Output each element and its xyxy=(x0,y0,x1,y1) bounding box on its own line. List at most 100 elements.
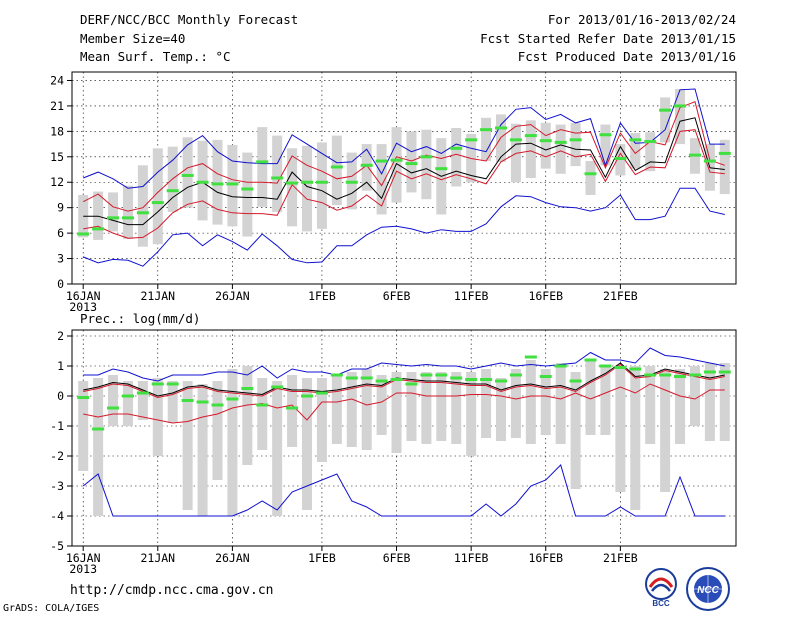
prec-ytick-label: 2 xyxy=(57,329,64,343)
prec-spread-box xyxy=(137,381,148,420)
temp-median-mark xyxy=(539,139,552,143)
temp-median-mark xyxy=(524,134,537,138)
temp-spread-box xyxy=(555,124,566,174)
prec-xtick-label: 16FEB xyxy=(528,551,563,565)
prec-spread-box xyxy=(451,372,462,444)
temp-ytick-label: 15 xyxy=(50,150,64,164)
prec-spread-box xyxy=(689,366,700,426)
temp-ytick-label: 6 xyxy=(57,226,64,240)
temp-line-lower xyxy=(83,129,725,239)
prec-ytick-label: -2 xyxy=(50,449,64,463)
prec-median-mark xyxy=(226,397,239,401)
temp-median-mark xyxy=(211,182,224,186)
prec-spread-box xyxy=(630,366,641,510)
temp-ytick-label: 24 xyxy=(50,73,64,87)
temp-spread-box xyxy=(540,122,551,169)
temp-spread-box xyxy=(600,124,611,166)
prec-median-mark xyxy=(196,400,209,404)
prec-median-mark xyxy=(360,376,373,380)
prec-median-mark xyxy=(181,399,194,402)
prec-xtick-label: 21JAN xyxy=(140,551,175,565)
temp-median-mark xyxy=(718,151,731,155)
prec-median-mark xyxy=(554,364,567,368)
temp-ytick-label: 21 xyxy=(50,99,64,113)
temp-xtick-label: 26JAN xyxy=(215,289,250,303)
temp-spread-box xyxy=(152,148,163,245)
temp-spread-box xyxy=(481,117,492,162)
temp-median-mark xyxy=(315,180,328,184)
prec-line-max xyxy=(83,347,725,382)
temp-ytick-label: 3 xyxy=(57,252,64,266)
temp-xtick-label: 16JAN xyxy=(66,289,101,303)
grads-credit: GrADS: COLA/IGES xyxy=(3,603,100,614)
temp-spread-box xyxy=(675,88,686,145)
prec-median-mark xyxy=(77,396,90,399)
prec-spread-box xyxy=(406,372,417,441)
prec-spread-box xyxy=(495,378,506,441)
prec-spread-box xyxy=(540,369,551,435)
temp-frame xyxy=(71,71,737,285)
temp-spread-box xyxy=(331,135,342,206)
prec-spread-box xyxy=(287,375,298,447)
temp-median-mark xyxy=(121,216,134,220)
prec-spread-box xyxy=(615,366,626,492)
prec-median-mark xyxy=(629,367,642,371)
temp-panel: 0 3 6 9 12 15 18 21 24 16JAN 21JAN 26JAN 1FEB 6FEB 11F… xyxy=(50,71,737,314)
prec-median-mark xyxy=(435,373,448,377)
prec-spread-box xyxy=(421,372,432,444)
prec-median-mark xyxy=(330,373,343,377)
temp-spread-box xyxy=(242,152,253,237)
website-url[interactable]: http://cmdp.ncc.cma.gov.cn xyxy=(70,583,274,598)
prec-median-mark xyxy=(659,373,672,377)
temp-median-mark xyxy=(330,165,343,169)
temp-spread-box xyxy=(391,127,402,203)
prec-spread-box xyxy=(645,366,656,444)
temp-line-mean xyxy=(83,117,725,226)
prec-median-mark xyxy=(136,391,149,395)
temp-median-mark xyxy=(494,126,507,130)
prec-spread-box xyxy=(167,381,178,423)
ncc-logo-text: NCC xyxy=(697,585,719,596)
prec-median-mark xyxy=(644,373,657,377)
prec-median-mark xyxy=(674,375,687,378)
prec-median-mark xyxy=(718,370,731,374)
prec-median-mark xyxy=(271,385,284,389)
prec-median-mark xyxy=(524,355,537,359)
prec-median-mark xyxy=(256,403,269,407)
prec-median-mark xyxy=(211,403,224,407)
prec-spread-box xyxy=(436,372,447,441)
prec-median-mark xyxy=(107,406,120,410)
prec-median-mark xyxy=(92,427,105,431)
prec-spread-box xyxy=(555,363,566,444)
member-size-label: Member Size=40 xyxy=(80,31,186,46)
prec-median-mark xyxy=(166,382,179,386)
prec-ytick-label: 1 xyxy=(57,359,64,373)
temp-median-mark xyxy=(674,104,687,108)
temp-median-mark xyxy=(629,138,642,142)
prec-ytick-label: -1 xyxy=(50,419,64,433)
prec-spread-box xyxy=(660,369,671,492)
temp-ytick-label: 9 xyxy=(57,201,64,215)
temp-spread-box xyxy=(376,144,387,215)
prec-median-mark xyxy=(375,379,388,383)
prec-spread-box xyxy=(152,378,163,456)
temp-median-mark xyxy=(450,146,463,150)
prec-spread-box xyxy=(719,363,730,441)
prec-spread-box xyxy=(78,381,89,471)
temp-spread-box xyxy=(212,139,223,225)
temp-median-mark xyxy=(554,140,567,144)
prec-spread-box xyxy=(570,372,581,489)
temp-xtick-label: 1FEB xyxy=(308,289,336,303)
prec-spread-box xyxy=(376,375,387,435)
temp-spread-box xyxy=(287,148,298,227)
temp-spread-box xyxy=(570,122,581,167)
temp-ytick-label: 18 xyxy=(50,124,64,138)
temp-ytick-label: 12 xyxy=(50,175,64,189)
prec-line-min_line xyxy=(82,464,725,517)
prec-spread-box xyxy=(93,378,104,516)
prec-median-mark xyxy=(420,373,433,377)
prec-spread-box xyxy=(272,381,283,516)
prec-spread-box xyxy=(466,372,477,456)
prec-ytick-label: 0 xyxy=(57,389,64,403)
temp-median-mark xyxy=(256,160,269,164)
